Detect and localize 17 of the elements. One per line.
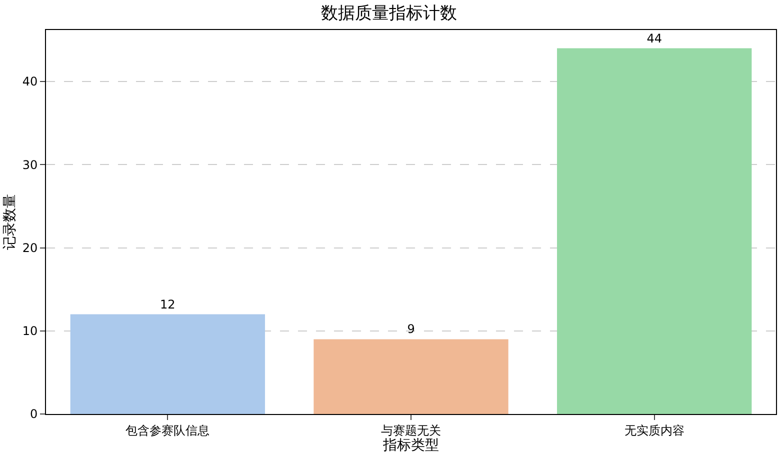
x-axis-title: 指标类型 <box>382 437 439 454</box>
data-label: 12 <box>160 297 176 312</box>
bar <box>70 314 265 414</box>
chart-title: 数据质量指标计数 <box>321 4 457 24</box>
bar <box>557 48 752 414</box>
x-tick-label: 包含参赛队信息 <box>126 423 210 438</box>
y-tick-label: 30 <box>22 158 38 172</box>
x-tick-label: 无实质内容 <box>624 423 684 438</box>
y-tick-label: 0 <box>30 407 38 422</box>
x-tick-label: 与赛题无关 <box>381 423 441 438</box>
data-label: 44 <box>646 31 662 46</box>
y-tick-label: 40 <box>22 74 38 89</box>
y-tick-label: 10 <box>22 324 38 338</box>
y-axis-title: 记录数量 <box>2 194 18 250</box>
data-label: 9 <box>407 322 415 336</box>
y-tick-label: 20 <box>22 240 38 255</box>
bar <box>314 339 508 414</box>
